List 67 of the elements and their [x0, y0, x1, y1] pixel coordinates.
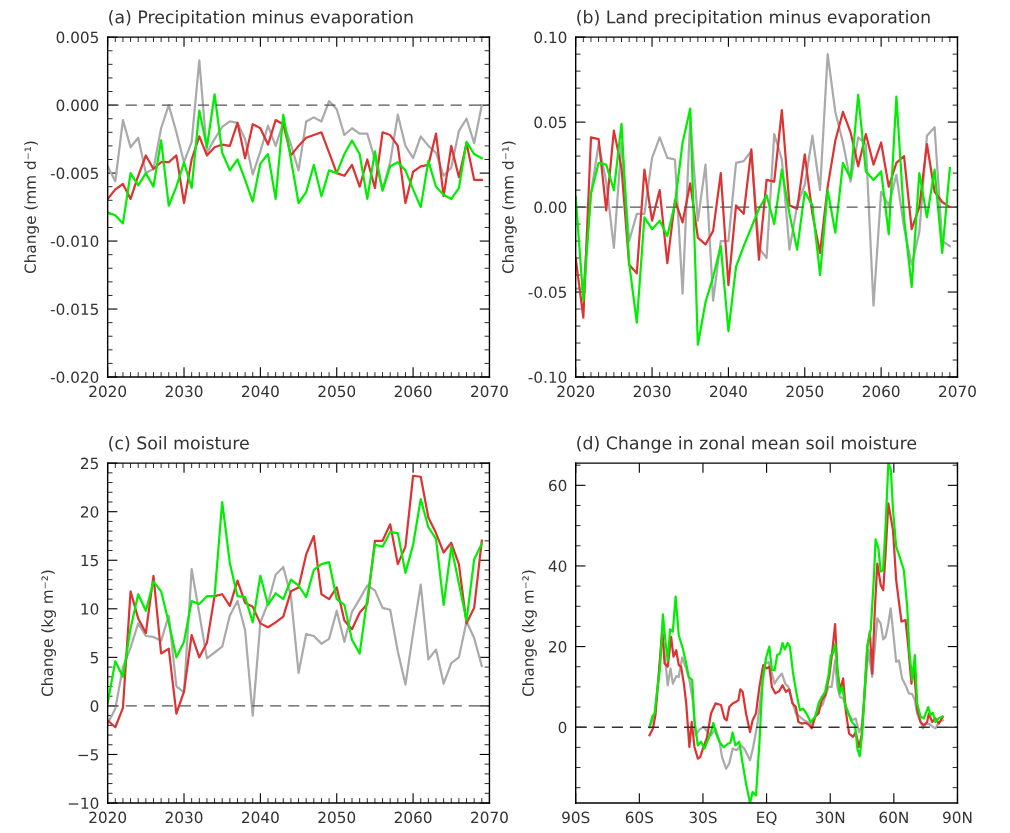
y-tick-label: 60: [548, 479, 567, 492]
y-tick-label: 0: [90, 700, 99, 712]
line-series: [107, 474, 483, 729]
y-axis-title: Change (mm d⁻¹): [501, 141, 517, 274]
x-tick-label: 60N: [879, 811, 908, 824]
x-tick-label: 30S: [689, 811, 717, 824]
line-series: [575, 109, 951, 319]
y-tick-label: 5: [90, 652, 98, 664]
x-tick-label: 90N: [943, 811, 972, 824]
x-tick-label: 2040: [242, 811, 279, 824]
y-tick-label: -0.020: [50, 371, 99, 384]
y-tick-label: -0.05: [528, 286, 567, 299]
x-tick-label: 2050: [318, 385, 356, 398]
y-tick-label: 25: [81, 457, 98, 470]
y-tick-label: 0: [558, 721, 567, 734]
x-tick-label: 2060: [394, 385, 432, 398]
x-tick-label: 2030: [633, 385, 671, 398]
line-series: [648, 607, 944, 770]
line-series: [107, 93, 483, 225]
x-tick-label: 2070: [471, 385, 508, 398]
x-tick-label: 2070: [939, 385, 976, 398]
y-tick-label: 0.000: [56, 99, 99, 112]
line-series: [575, 93, 951, 346]
line-series: [107, 497, 483, 705]
y-tick-label: -0.015: [50, 303, 98, 316]
y-tick-label: 0.005: [56, 31, 98, 44]
x-tick-label: 2050: [318, 811, 356, 824]
x-tick-label: 2020: [89, 811, 127, 824]
line-series: [575, 53, 951, 307]
x-tick-label: EQ: [757, 811, 777, 825]
y-tick-label: −10: [68, 797, 99, 810]
x-tick-label: 2040: [710, 385, 747, 398]
x-tick-label: 90S: [562, 811, 590, 824]
line-series: [648, 463, 944, 804]
line-series: [107, 118, 483, 205]
chart-title: (b) Land precipitation minus evaporation: [577, 10, 930, 27]
y-axis-title: Change (kg m⁻²): [522, 570, 537, 697]
chart-title: (d) Change in zonal mean soil moisture: [577, 436, 917, 453]
line-series: [648, 502, 944, 760]
y-tick-label: 0.05: [534, 116, 567, 129]
y-tick-label: −5: [78, 749, 98, 761]
x-tick-label: 2030: [165, 811, 203, 824]
chart-title: (a) Precipitation minus evaporation: [109, 10, 413, 27]
x-tick-label: 2060: [862, 385, 900, 398]
y-tick-label: 20: [81, 506, 99, 518]
y-tick-label: 0.00: [534, 201, 567, 214]
x-tick-label: 2070: [471, 811, 508, 824]
y-tick-label: 15: [81, 554, 98, 567]
line-series: [107, 565, 483, 725]
x-tick-label: 2040: [242, 385, 279, 398]
y-tick-label: -0.005: [50, 167, 98, 180]
x-tick-label: 60S: [625, 811, 654, 824]
y-tick-label: 40: [548, 560, 567, 572]
x-tick-label: 2020: [89, 385, 127, 398]
y-tick-label: 10: [81, 603, 99, 615]
y-tick-label: 20: [549, 641, 567, 653]
y-tick-label: 0.10: [534, 31, 567, 44]
chart-title: (c) Soil moisture: [109, 436, 249, 452]
y-axis-title: Change (mm d⁻¹): [24, 141, 39, 274]
x-tick-label: 30N: [815, 811, 845, 824]
y-axis-title: Change (kg m⁻²): [41, 570, 56, 697]
x-tick-label: 2030: [165, 385, 203, 398]
y-tick-label: -0.010: [50, 235, 99, 248]
x-tick-label: 2050: [786, 385, 824, 398]
x-tick-label: 2060: [394, 811, 432, 824]
x-tick-label: 2020: [557, 385, 595, 398]
y-tick-label: -0.10: [528, 371, 567, 384]
